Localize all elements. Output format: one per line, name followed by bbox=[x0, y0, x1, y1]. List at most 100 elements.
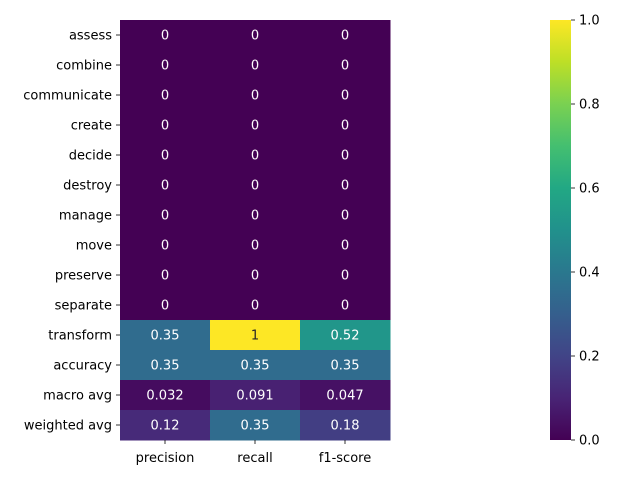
heatmap-cell-label: 0 bbox=[341, 89, 349, 104]
heatmap-cell-label: 0 bbox=[341, 209, 349, 224]
heatmap-cell-label: 0.18 bbox=[331, 419, 360, 434]
y-tick-label: separate bbox=[55, 299, 112, 314]
colorbar-tick-label: 0.0 bbox=[579, 434, 600, 449]
heatmap-cell bbox=[300, 350, 391, 381]
y-tick-label: destroy bbox=[63, 179, 112, 194]
heatmap-cell bbox=[120, 260, 211, 291]
heatmap-cell bbox=[300, 320, 391, 351]
heatmap-cell bbox=[300, 50, 391, 81]
colorbar-tick-label: 1.0 bbox=[579, 14, 600, 29]
heatmap-cell-label: 0 bbox=[341, 239, 349, 254]
x-tick-label: precision bbox=[136, 451, 195, 466]
heatmap-cell-label: 0 bbox=[251, 119, 259, 134]
y-tick-label: create bbox=[71, 119, 112, 134]
heatmap-cell-label: 0.35 bbox=[331, 359, 360, 374]
heatmap-cell-label: 0 bbox=[341, 149, 349, 164]
heatmap-cell bbox=[210, 290, 301, 321]
heatmap-cells bbox=[120, 20, 391, 441]
heatmap-cell bbox=[210, 200, 301, 231]
heatmap-cell bbox=[120, 140, 211, 171]
heatmap-cell bbox=[300, 410, 391, 441]
heatmap-cell-label: 0 bbox=[161, 59, 169, 74]
heatmap-cell-label: 0 bbox=[251, 59, 259, 74]
heatmap-cell bbox=[120, 200, 211, 231]
x-axis: precision recall f1-score bbox=[136, 440, 371, 466]
heatmap-cell bbox=[210, 140, 301, 171]
y-tick-label: preserve bbox=[55, 269, 112, 284]
heatmap-cell-label: 0 bbox=[161, 179, 169, 194]
colorbar-gradient bbox=[550, 20, 571, 440]
heatmap-cell bbox=[210, 260, 301, 291]
heatmap-cell bbox=[300, 290, 391, 321]
heatmap-cell-label: 0.12 bbox=[151, 419, 180, 434]
heatmap-cell-label: 0 bbox=[341, 179, 349, 194]
heatmap-cell-label: 0 bbox=[251, 269, 259, 284]
heatmap-cell-label: 0 bbox=[341, 29, 349, 44]
x-tick-label: recall bbox=[237, 451, 272, 466]
heatmap-cell bbox=[210, 110, 301, 141]
heatmap-cell-label: 0 bbox=[341, 59, 349, 74]
heatmap-cell bbox=[210, 320, 301, 351]
heatmap-cell-label: 0.52 bbox=[331, 329, 360, 344]
heatmap-cell-label: 0 bbox=[341, 269, 349, 284]
heatmap-cell-label: 0 bbox=[161, 89, 169, 104]
heatmap-cell bbox=[120, 110, 211, 141]
y-tick-label: transform bbox=[48, 329, 112, 344]
y-tick-label: manage bbox=[59, 209, 112, 224]
heatmap-cell-label: 0 bbox=[251, 299, 259, 314]
y-tick-label: decide bbox=[69, 149, 112, 164]
heatmap-cell-label: 0 bbox=[251, 209, 259, 224]
heatmap-cell-label: 0 bbox=[341, 299, 349, 314]
heatmap-cell-label: 0 bbox=[161, 119, 169, 134]
heatmap-cell-label: 0.047 bbox=[326, 389, 363, 404]
heatmap-cell-label: 0 bbox=[161, 209, 169, 224]
heatmap-cell bbox=[300, 110, 391, 141]
heatmap-cell bbox=[120, 350, 211, 381]
heatmap-cell-label: 0.35 bbox=[241, 359, 270, 374]
heatmap-cell bbox=[210, 350, 301, 381]
heatmap-cell-label: 0.35 bbox=[151, 359, 180, 374]
y-tick-label: macro avg bbox=[43, 389, 112, 404]
heatmap-cell bbox=[300, 230, 391, 261]
heatmap-cell bbox=[300, 170, 391, 201]
heatmap-cell bbox=[300, 380, 391, 411]
heatmap-cell-label: 0.35 bbox=[241, 419, 270, 434]
heatmap-cell-label: 0 bbox=[251, 149, 259, 164]
heatmap-cell bbox=[120, 410, 211, 441]
heatmap-cell-label: 0.091 bbox=[236, 389, 273, 404]
heatmap-cell bbox=[210, 50, 301, 81]
heatmap-cell bbox=[210, 230, 301, 261]
heatmap-cell bbox=[120, 380, 211, 411]
y-tick-label: move bbox=[76, 239, 112, 254]
colorbar-tick-label: 0.8 bbox=[579, 98, 600, 113]
heatmap-cell bbox=[210, 80, 301, 111]
heatmap-cell bbox=[300, 20, 391, 51]
heatmap-cell-label: 0 bbox=[161, 299, 169, 314]
heatmap-cell bbox=[210, 170, 301, 201]
y-tick-label: communicate bbox=[23, 89, 112, 104]
heatmap-cell bbox=[300, 140, 391, 171]
heatmap-cell bbox=[120, 320, 211, 351]
heatmap-cell-label: 0 bbox=[251, 179, 259, 194]
y-axis: assess combine communicate create decide dest… bbox=[23, 29, 120, 434]
y-tick-label: weighted avg bbox=[24, 419, 112, 434]
heatmap-cell-label: 0.35 bbox=[151, 329, 180, 344]
heatmap-cell bbox=[120, 20, 211, 51]
colorbar: 0.0 0.2 0.4 0.6 0.8 1.0 bbox=[550, 14, 600, 449]
heatmap-cell bbox=[210, 20, 301, 51]
heatmap-cell bbox=[120, 50, 211, 81]
heatmap-cell-label: 0 bbox=[161, 269, 169, 284]
heatmap-cell bbox=[300, 260, 391, 291]
heatmap-cell bbox=[120, 290, 211, 321]
heatmap-cell bbox=[120, 170, 211, 201]
heatmap-cell bbox=[210, 380, 301, 411]
colorbar-tick-label: 0.6 bbox=[579, 182, 600, 197]
heatmap-cell-label: 1 bbox=[251, 329, 259, 344]
x-tick-label: f1-score bbox=[319, 451, 371, 466]
y-tick-label: combine bbox=[56, 59, 112, 74]
heatmap-cell-label: 0 bbox=[161, 239, 169, 254]
colorbar-tick-label: 0.2 bbox=[579, 350, 600, 365]
heatmap-cell-label: 0 bbox=[341, 119, 349, 134]
heatmap-cell-label: 0 bbox=[161, 29, 169, 44]
